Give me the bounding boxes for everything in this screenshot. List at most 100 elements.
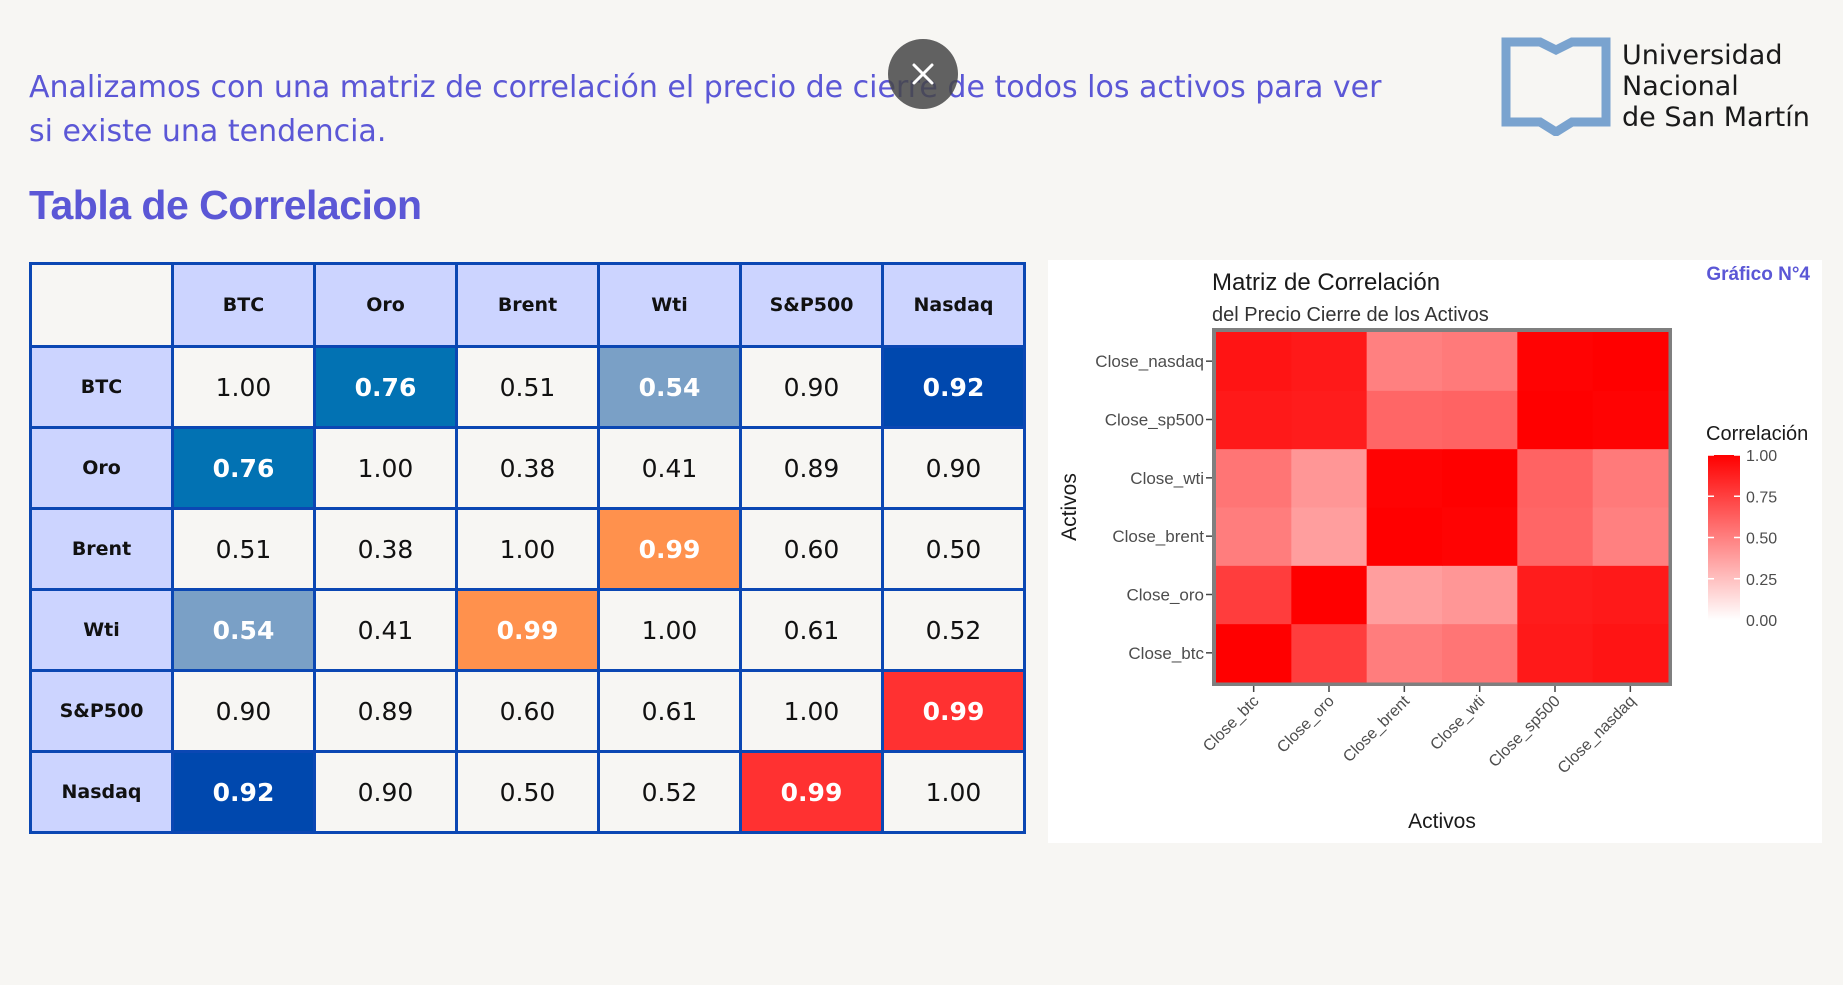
x-tick-label: Close_brent: [1340, 692, 1413, 765]
table-row: Brent 0.51 0.38 1.00 0.99 0.60 0.50: [29, 507, 1026, 591]
table-cell: 0.54: [171, 588, 316, 672]
table-cell: 1.00: [881, 750, 1026, 834]
heatmap-cell: [1216, 623, 1292, 683]
heatmap-cell: [1517, 565, 1594, 625]
open-book-logo-icon: [1501, 37, 1611, 138]
y-tick-label: Close_nasdaq: [1095, 352, 1204, 371]
table-cell: 0.61: [597, 669, 742, 753]
table-cell: 1.00: [597, 588, 742, 672]
heatmap-cell: [1442, 623, 1518, 683]
heatmap-cell: [1366, 448, 1443, 508]
table-corner-cell: [29, 262, 174, 348]
table-cell: 0.60: [739, 507, 884, 591]
table-cell: 0.51: [171, 507, 316, 591]
x-tick-label: Close_oro: [1274, 693, 1338, 757]
table-cell: 0.90: [171, 669, 316, 753]
table-cell: 1.00: [313, 426, 458, 510]
table-cell: 0.50: [881, 507, 1026, 591]
correlation-table: BTC Oro Brent Wti S&P500 Nasdaq BTC 1.00…: [29, 262, 1026, 834]
heatmap-cell: [1216, 390, 1292, 450]
table-cell: 0.90: [739, 345, 884, 429]
x-tick-label: Close_wti: [1427, 693, 1488, 754]
heatmap-cell: [1442, 448, 1518, 508]
row-header: Oro: [29, 426, 174, 510]
heatmap-cell: [1442, 507, 1518, 566]
intro-text: Analizamos con una matriz de correlación…: [29, 70, 1382, 149]
table-cell: 0.99: [881, 669, 1026, 753]
heatmap-cell: [1592, 623, 1669, 683]
legend-title: Correlación: [1706, 423, 1808, 445]
correlation-heatmap-panel: Gráfico N°4 Matriz de Correlación del Pre…: [1048, 260, 1822, 843]
heatmap-cell: [1517, 332, 1594, 391]
section-title: Tabla de Correlacion: [29, 182, 422, 228]
heatmap-cell: [1442, 332, 1518, 391]
close-icon: [912, 63, 934, 85]
university-logo: Universidad Nacional de San Martín: [1500, 36, 1830, 142]
heatmap-cell: [1366, 623, 1443, 683]
heatmap-cell: [1366, 332, 1443, 391]
heatmap-cell: [1442, 390, 1518, 450]
row-header: S&P500: [29, 669, 174, 753]
table-cell: 0.51: [455, 345, 600, 429]
table-cell: 0.60: [455, 669, 600, 753]
table-row: BTC 1.00 0.76 0.51 0.54 0.90 0.92: [29, 345, 1026, 429]
table-cell: 0.92: [171, 750, 316, 834]
heatmap-cell: [1291, 507, 1368, 566]
heatmap-cell: [1517, 390, 1594, 450]
table-cell: 0.76: [171, 426, 316, 510]
legend-tick-label: 0.25: [1746, 572, 1777, 589]
table-cell: 0.38: [455, 426, 600, 510]
table-cell: 0.99: [455, 588, 600, 672]
heatmap-cell: [1517, 623, 1594, 683]
y-tick-label: Close_sp500: [1105, 411, 1204, 430]
table-cell: 0.41: [597, 426, 742, 510]
table-cell: 0.90: [881, 426, 1026, 510]
heatmap-cell: [1517, 507, 1594, 566]
y-axis-title: Activos: [1058, 473, 1081, 541]
table-row: Oro 0.76 1.00 0.38 0.41 0.89 0.90: [29, 426, 1026, 510]
column-header: S&P500: [739, 262, 884, 348]
chart-number-label: Gráfico N°4: [1706, 264, 1810, 285]
heatmap-cell: [1517, 448, 1594, 508]
y-tick-label: Close_wti: [1130, 469, 1204, 488]
column-header: BTC: [171, 262, 316, 348]
table-cell: 1.00: [455, 507, 600, 591]
legend-tick-label: 0.75: [1746, 489, 1777, 506]
legend-tick-label: 1.00: [1746, 448, 1777, 465]
row-header: Nasdaq: [29, 750, 174, 834]
correlation-heatmap: Matriz de Correlación del Precio Cierre d…: [1058, 269, 1808, 833]
chart-title: Matriz de Correlación: [1212, 269, 1440, 296]
column-header: Nasdaq: [881, 262, 1026, 348]
row-header: Wti: [29, 588, 174, 672]
logo-line-1: Universidad: [1622, 40, 1783, 71]
table-cell: 0.89: [313, 669, 458, 753]
y-tick-label: Close_btc: [1128, 644, 1204, 663]
table-cell: 0.52: [597, 750, 742, 834]
table-cell: 1.00: [171, 345, 316, 429]
legend-tick-label: 0.00: [1746, 613, 1777, 630]
table-row: Nasdaq 0.92 0.90 0.50 0.52 0.99 1.00: [29, 750, 1026, 834]
legend-tick-label: 0.50: [1746, 531, 1777, 548]
table-cell: 0.52: [881, 588, 1026, 672]
chart-subtitle: del Precio Cierre de los Activos: [1212, 304, 1489, 326]
heatmap-cell: [1291, 565, 1368, 625]
heatmap-cell: [1366, 507, 1443, 566]
table-cell: 0.76: [313, 345, 458, 429]
table-row: S&P500 0.90 0.89 0.60 0.61 1.00 0.99: [29, 669, 1026, 753]
heatmap-cell: [1592, 332, 1669, 391]
heatmap-cell: [1592, 507, 1669, 566]
heatmap-cell: [1216, 565, 1292, 625]
y-tick-label: Close_brent: [1112, 527, 1204, 546]
x-tick-label: Close_nasdaq: [1555, 693, 1639, 777]
heatmap-cell: [1366, 565, 1443, 625]
heatmap-cell: [1592, 565, 1669, 625]
table-cell: 0.38: [313, 507, 458, 591]
heatmap-cell: [1216, 332, 1292, 391]
column-header: Wti: [597, 262, 742, 348]
heatmap-cell: [1366, 390, 1443, 450]
heatmap-cell: [1291, 332, 1368, 391]
close-button[interactable]: [888, 39, 958, 109]
logo-line-2: Nacional: [1622, 71, 1739, 102]
x-tick-label: Close_sp500: [1486, 693, 1564, 771]
heatmap-cell: [1216, 507, 1292, 566]
